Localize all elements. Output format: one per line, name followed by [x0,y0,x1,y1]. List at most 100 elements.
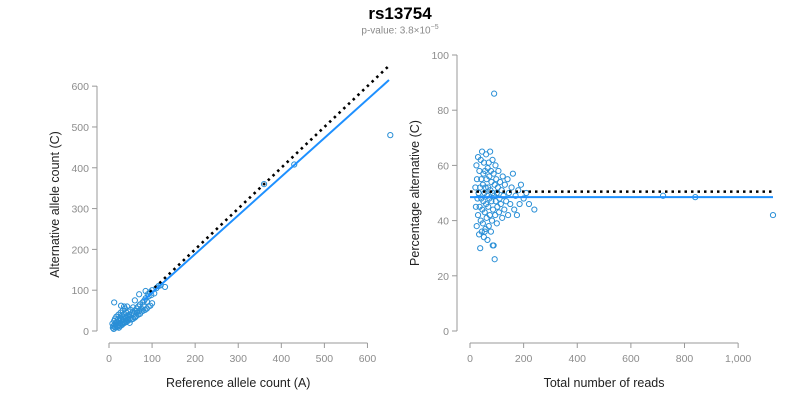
page-subtitle: p-value: 3.8×10−5 [0,24,800,36]
data-point [480,234,488,241]
data-point [493,220,500,227]
data-point [496,178,504,186]
data-point [504,176,511,183]
data-point [148,300,156,307]
data-point [501,206,508,213]
y-tick-label: 60 [437,160,449,172]
data-point [769,211,777,219]
data-point [515,187,522,194]
data-point [484,236,491,244]
data-point [499,173,506,180]
data-point [516,200,523,208]
data-point [473,223,480,230]
data-point [495,167,502,175]
y-tick-label: 0 [443,326,449,338]
y-tick-label: 600 [71,81,89,93]
y-axis-label: Alternative allele count (C) [48,131,62,278]
x-axis-label: Reference allele count (A) [166,376,311,390]
data-point [474,195,481,202]
data-point [500,192,507,199]
data-point [494,203,501,210]
x-tick-label: 300 [229,353,247,365]
data-point [142,306,149,313]
data-point [525,200,533,208]
y-tick-label: 200 [71,244,89,256]
data-point [120,320,127,327]
x-tick-label: 0 [467,353,473,365]
data-point [501,181,508,188]
y-tick-label: 500 [71,122,89,134]
data-point [131,297,138,304]
subtitle-prefix: p-value: 3.8×10 [361,25,431,37]
data-point [531,206,538,213]
data-point [517,181,525,188]
y-tick-label: 80 [437,105,449,117]
data-point [111,299,118,306]
data-point [474,211,482,219]
y-axis-label: Percentage alternative (C) [408,120,422,266]
data-point [485,223,492,230]
y-tick-label: 400 [71,163,89,175]
data-point [479,220,486,227]
subtitle-exponent: −5 [430,24,439,31]
y-tick-label: 100 [71,285,89,297]
data-point [499,214,506,221]
data-point [495,209,503,216]
data-point [488,198,495,205]
data-point [497,200,504,208]
data-point [473,176,481,183]
data-point [117,302,125,309]
data-point [387,132,394,139]
y-tick-label: 100 [431,50,449,62]
data-point [508,184,515,191]
y-tick-label: 300 [71,204,89,216]
data-point [481,228,488,235]
data-point [503,198,510,205]
page-title: rs13754 [368,4,432,23]
data-point [487,228,495,235]
data-point [161,283,169,291]
data-point [136,291,143,298]
data-point [482,184,489,191]
x-tick-label: 500 [316,353,334,365]
data-point [498,187,505,194]
data-point [505,189,512,197]
data-point [489,242,496,249]
data-point [504,211,512,219]
data-point [491,90,498,97]
data-point [473,162,480,169]
x-tick-label: 0 [106,353,112,365]
data-point [509,170,517,177]
data-point [482,151,490,158]
data-point [291,161,298,168]
y-tick-label: 0 [83,326,89,338]
reference-line [149,64,390,294]
data-point [513,211,521,219]
data-point [488,217,496,224]
chart-left: 0 100 200 300 400 500 600 0 100 200 300 400 500 600 Re… [48,64,394,390]
data-point [496,195,503,202]
data-point [487,148,494,155]
data-point [130,315,137,322]
data-point [472,203,479,210]
data-point [490,170,497,177]
data-point [489,156,496,163]
data-point [260,180,268,188]
data-point [659,192,667,199]
data-point [511,206,518,213]
data-point [477,245,484,252]
x-tick-label: 400 [273,353,291,365]
x-tick-label: 200 [515,353,533,365]
data-point [523,189,530,197]
data-point [489,206,497,213]
chart-right: 0 200 400 600 800 1,000 0 20 40 60 80 100 Total numb… [408,50,777,390]
data-point [478,148,486,155]
data-point [123,318,130,326]
x-tick-label: 800 [676,353,694,365]
x-axis-label: Total number of reads [544,376,665,390]
data-point [520,195,527,202]
fit-line [142,79,390,302]
data-point [512,192,519,199]
data-point [507,200,514,208]
